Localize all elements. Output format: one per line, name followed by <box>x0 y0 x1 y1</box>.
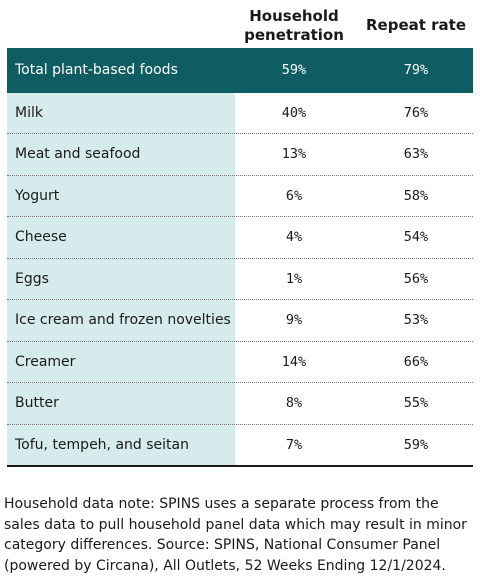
household-penetration-value: 13% <box>281 146 307 163</box>
row-label: Eggs <box>15 270 49 287</box>
household-penetration-value: 7% <box>285 436 303 453</box>
column-header-line-1: Household <box>249 7 339 25</box>
repeat-rate-value: 76% <box>403 105 429 121</box>
data-table: Total plant-based foods 59% 79% Milk 40% 7… <box>7 48 473 467</box>
row-label: Cheese <box>15 229 67 246</box>
row-label: Meat and seafood <box>15 146 141 163</box>
table-row: Milk 40% 76% <box>7 93 473 135</box>
household-penetration-value: 4% <box>285 229 303 246</box>
source-note: Household data note: SPINS uses a separa… <box>4 496 467 574</box>
row-divider <box>7 257 473 259</box>
table-row: Butter 8% 55% <box>7 383 473 425</box>
household-penetration-value: 1% <box>285 270 303 287</box>
label-column-background <box>7 93 235 466</box>
repeat-rate-value: 58% <box>403 187 429 204</box>
household-penetration-value: 8% <box>285 395 303 412</box>
row-label: Milk <box>15 105 43 121</box>
household-penetration-value: 6% <box>285 187 303 204</box>
row-label: Ice cream and frozen novelties <box>15 312 231 329</box>
row-divider <box>7 133 473 135</box>
table-row: Ice cream and frozen novelties 9% 53% <box>7 300 473 342</box>
household-penetration-value: 14% <box>281 353 307 370</box>
repeat-rate-value: 54% <box>403 229 429 246</box>
total-row-label: Total plant-based foods <box>15 62 178 78</box>
total-repeat-rate: 79% <box>403 62 429 78</box>
row-divider <box>7 216 473 218</box>
total-household-penetration: 59% <box>281 62 307 78</box>
repeat-rate-value: 66% <box>403 353 429 370</box>
row-label: Tofu, tempeh, and seitan <box>15 436 189 453</box>
row-divider <box>7 464 473 467</box>
row-divider <box>7 340 473 342</box>
table-row: Cheese 4% 54% <box>7 217 473 259</box>
row-divider <box>7 382 473 384</box>
row-label: Butter <box>15 395 59 412</box>
table-header: Household penetration Repeat rate <box>7 0 473 46</box>
column-header-line-2: penetration <box>244 26 344 44</box>
column-header-repeat-rate: Repeat rate <box>365 16 466 34</box>
repeat-rate-value: 56% <box>403 270 429 287</box>
row-label: Creamer <box>15 353 76 370</box>
table-row: Eggs 1% 56% <box>7 259 473 301</box>
table-row: Yogurt 6% 58% <box>7 176 473 218</box>
row-divider <box>7 174 473 176</box>
total-row: Total plant-based foods 59% 79% <box>7 48 473 93</box>
row-divider <box>7 423 473 425</box>
household-penetration-value: 9% <box>285 312 303 329</box>
table-row: Meat and seafood 13% 63% <box>7 134 473 176</box>
repeat-rate-value: 63% <box>403 146 429 163</box>
column-header-household-penetration: Household penetration <box>229 7 359 45</box>
row-label: Yogurt <box>15 187 60 204</box>
table-row: Tofu, tempeh, and seitan 7% 59% <box>7 425 473 467</box>
repeat-rate-value: 55% <box>403 395 429 412</box>
table-row: Creamer 14% 66% <box>7 342 473 384</box>
household-penetration-value: 40% <box>281 105 307 121</box>
repeat-rate-value: 59% <box>403 436 429 453</box>
repeat-rate-value: 53% <box>403 312 429 329</box>
row-divider <box>7 299 473 301</box>
